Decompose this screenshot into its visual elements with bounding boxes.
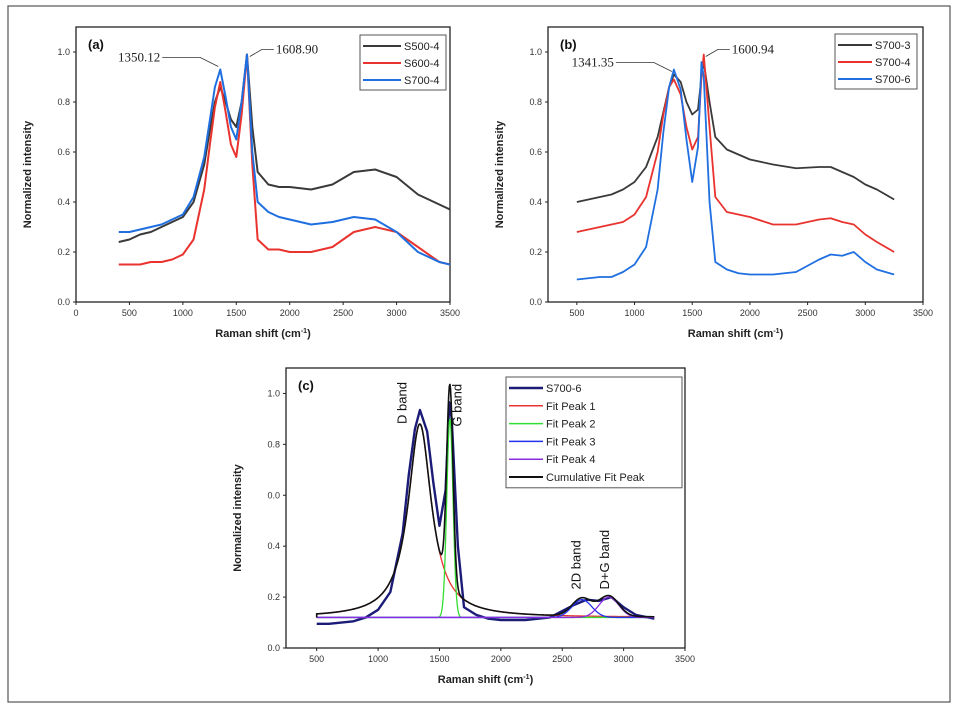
x-tick-label: 500 <box>569 308 584 318</box>
x-tick-label: 3000 <box>855 308 875 318</box>
cumulative-fit-line <box>315 383 655 618</box>
legend-label: S700-6 <box>875 74 910 86</box>
annotation-leader <box>249 49 274 57</box>
y-tick-label: 0.4 <box>267 541 280 551</box>
y-tick-label: 0.8 <box>57 97 70 107</box>
annotation-leader <box>615 62 673 72</box>
x-tick-label: 1000 <box>625 308 645 318</box>
band-label: D band <box>394 382 409 424</box>
fit-peak-line-4 <box>316 596 655 619</box>
x-tick-label: 500 <box>309 654 324 664</box>
figure-frame <box>7 5 951 703</box>
x-tick-label: 1500 <box>226 308 246 318</box>
y-tick-label: 0.0 <box>267 490 280 500</box>
band-label: 2D band <box>569 540 584 589</box>
y-tick-label: 0.8 <box>267 439 280 449</box>
legend-label: S500-4 <box>404 41 439 53</box>
panel-label: (b) <box>560 37 577 52</box>
x-tick-label: 3500 <box>675 654 695 664</box>
x-tick-label: 2500 <box>552 654 572 664</box>
y-axis-label: Normalized intensity <box>494 120 506 228</box>
y-tick-label: 0.6 <box>529 147 542 157</box>
y-tick-label: 0.8 <box>529 97 542 107</box>
series-line-s600-4 <box>118 53 450 266</box>
annotation-leader <box>162 57 219 67</box>
legend-label: S600-4 <box>404 58 439 70</box>
y-tick-label: 0.4 <box>529 197 542 207</box>
plot-area <box>75 26 451 303</box>
legend-label: Fit Peak 2 <box>546 419 596 431</box>
legend: S700-6 Fit Peak 1 Fit Peak 2 Fit Peak 3 Fit … <box>505 376 683 489</box>
x-tick-label: 3500 <box>913 308 933 318</box>
x-tick-label: 1000 <box>173 308 193 318</box>
legend-box <box>505 376 683 489</box>
x-tick-label: 2500 <box>333 308 353 318</box>
band-label: G band <box>450 384 465 427</box>
peak-annotation: 1600.94 <box>732 42 775 57</box>
y-tick-label: 0.6 <box>57 147 70 157</box>
x-tick-label: 1500 <box>682 308 702 318</box>
peak-annotation: 1350.12 <box>118 50 160 65</box>
x-tick-label: 0 <box>73 308 78 318</box>
plot-lines <box>118 53 450 266</box>
plot-area <box>547 26 924 303</box>
legend-label: Fit Peak 1 <box>546 401 596 413</box>
legend-label: Cumulative Fit Peak <box>546 472 645 484</box>
x-axis-label: Raman shift (cm-1) <box>438 674 534 686</box>
legend-label: Fit Peak 3 <box>546 436 596 448</box>
band-label: D+G band <box>597 530 612 590</box>
panel-a: 0 500 1000 1500 2000 2500 3000 3500 0.0 0.2 0.4 0.6… <box>22 26 460 340</box>
legend-label: S700-4 <box>875 57 910 69</box>
x-tick-label: 2500 <box>798 308 818 318</box>
legend: S700-3 S700-4 S700-6 <box>834 33 918 90</box>
legend: S500-4 S600-4 S700-4 <box>359 34 447 91</box>
x-tick-label: 1000 <box>368 654 388 664</box>
x-tick-label: 500 <box>122 308 137 318</box>
y-axis-label: Normalized intensity <box>22 120 34 228</box>
annotation-leader <box>705 49 730 57</box>
y-tick-label: 1.0 <box>267 388 280 398</box>
y-tick-label: 1.0 <box>529 47 542 57</box>
x-tick-label: 2000 <box>491 654 511 664</box>
series-line-s700-4 <box>118 53 450 266</box>
x-tick-label: 2000 <box>280 308 300 318</box>
y-tick-label: 0.0 <box>529 297 542 307</box>
x-axis-label: Raman shift (cm-1) <box>215 328 311 340</box>
peak-annotation: 1608.90 <box>276 42 318 57</box>
y-tick-label: 0.0 <box>57 297 70 307</box>
y-tick-label: 0.2 <box>57 247 70 257</box>
series-line-s700-6 <box>576 61 895 281</box>
x-tick-label: 1500 <box>429 654 449 664</box>
x-tick-label: 3000 <box>614 654 634 664</box>
panel-label: (a) <box>88 37 104 52</box>
x-tick-label: 3500 <box>440 308 460 318</box>
x-axis-label: Raman shift (cm-1) <box>688 328 784 340</box>
plot-area <box>285 367 686 649</box>
legend-label: Fit Peak 4 <box>546 454 596 466</box>
y-axis-label: Normalized intensity <box>232 463 244 571</box>
plot-lines <box>315 383 655 626</box>
x-tick-label: 2000 <box>740 308 760 318</box>
panel-c: 500 1000 1500 2000 2500 3000 3500 0.0 0.2 0.4 0.0 0… <box>232 367 695 686</box>
plot-lines <box>576 53 895 281</box>
legend-label: S700-6 <box>546 383 581 395</box>
y-tick-label: 0.4 <box>57 197 70 207</box>
legend-label: S700-3 <box>875 40 910 52</box>
panel-label: (c) <box>298 378 314 393</box>
series-line-s700-6 <box>316 401 655 626</box>
y-tick-label: 0.0 <box>267 643 280 653</box>
x-tick-label: 3000 <box>387 308 407 318</box>
panel-b: 500 1000 1500 2000 2500 3000 3500 0.0 0.2 0.4 0.6 0… <box>494 26 933 340</box>
legend-label: S700-4 <box>404 75 439 87</box>
y-tick-label: 0.2 <box>529 247 542 257</box>
y-tick-label: 1.0 <box>57 47 70 57</box>
y-tick-label: 0.2 <box>267 592 280 602</box>
peak-annotation: 1341.35 <box>572 55 614 70</box>
